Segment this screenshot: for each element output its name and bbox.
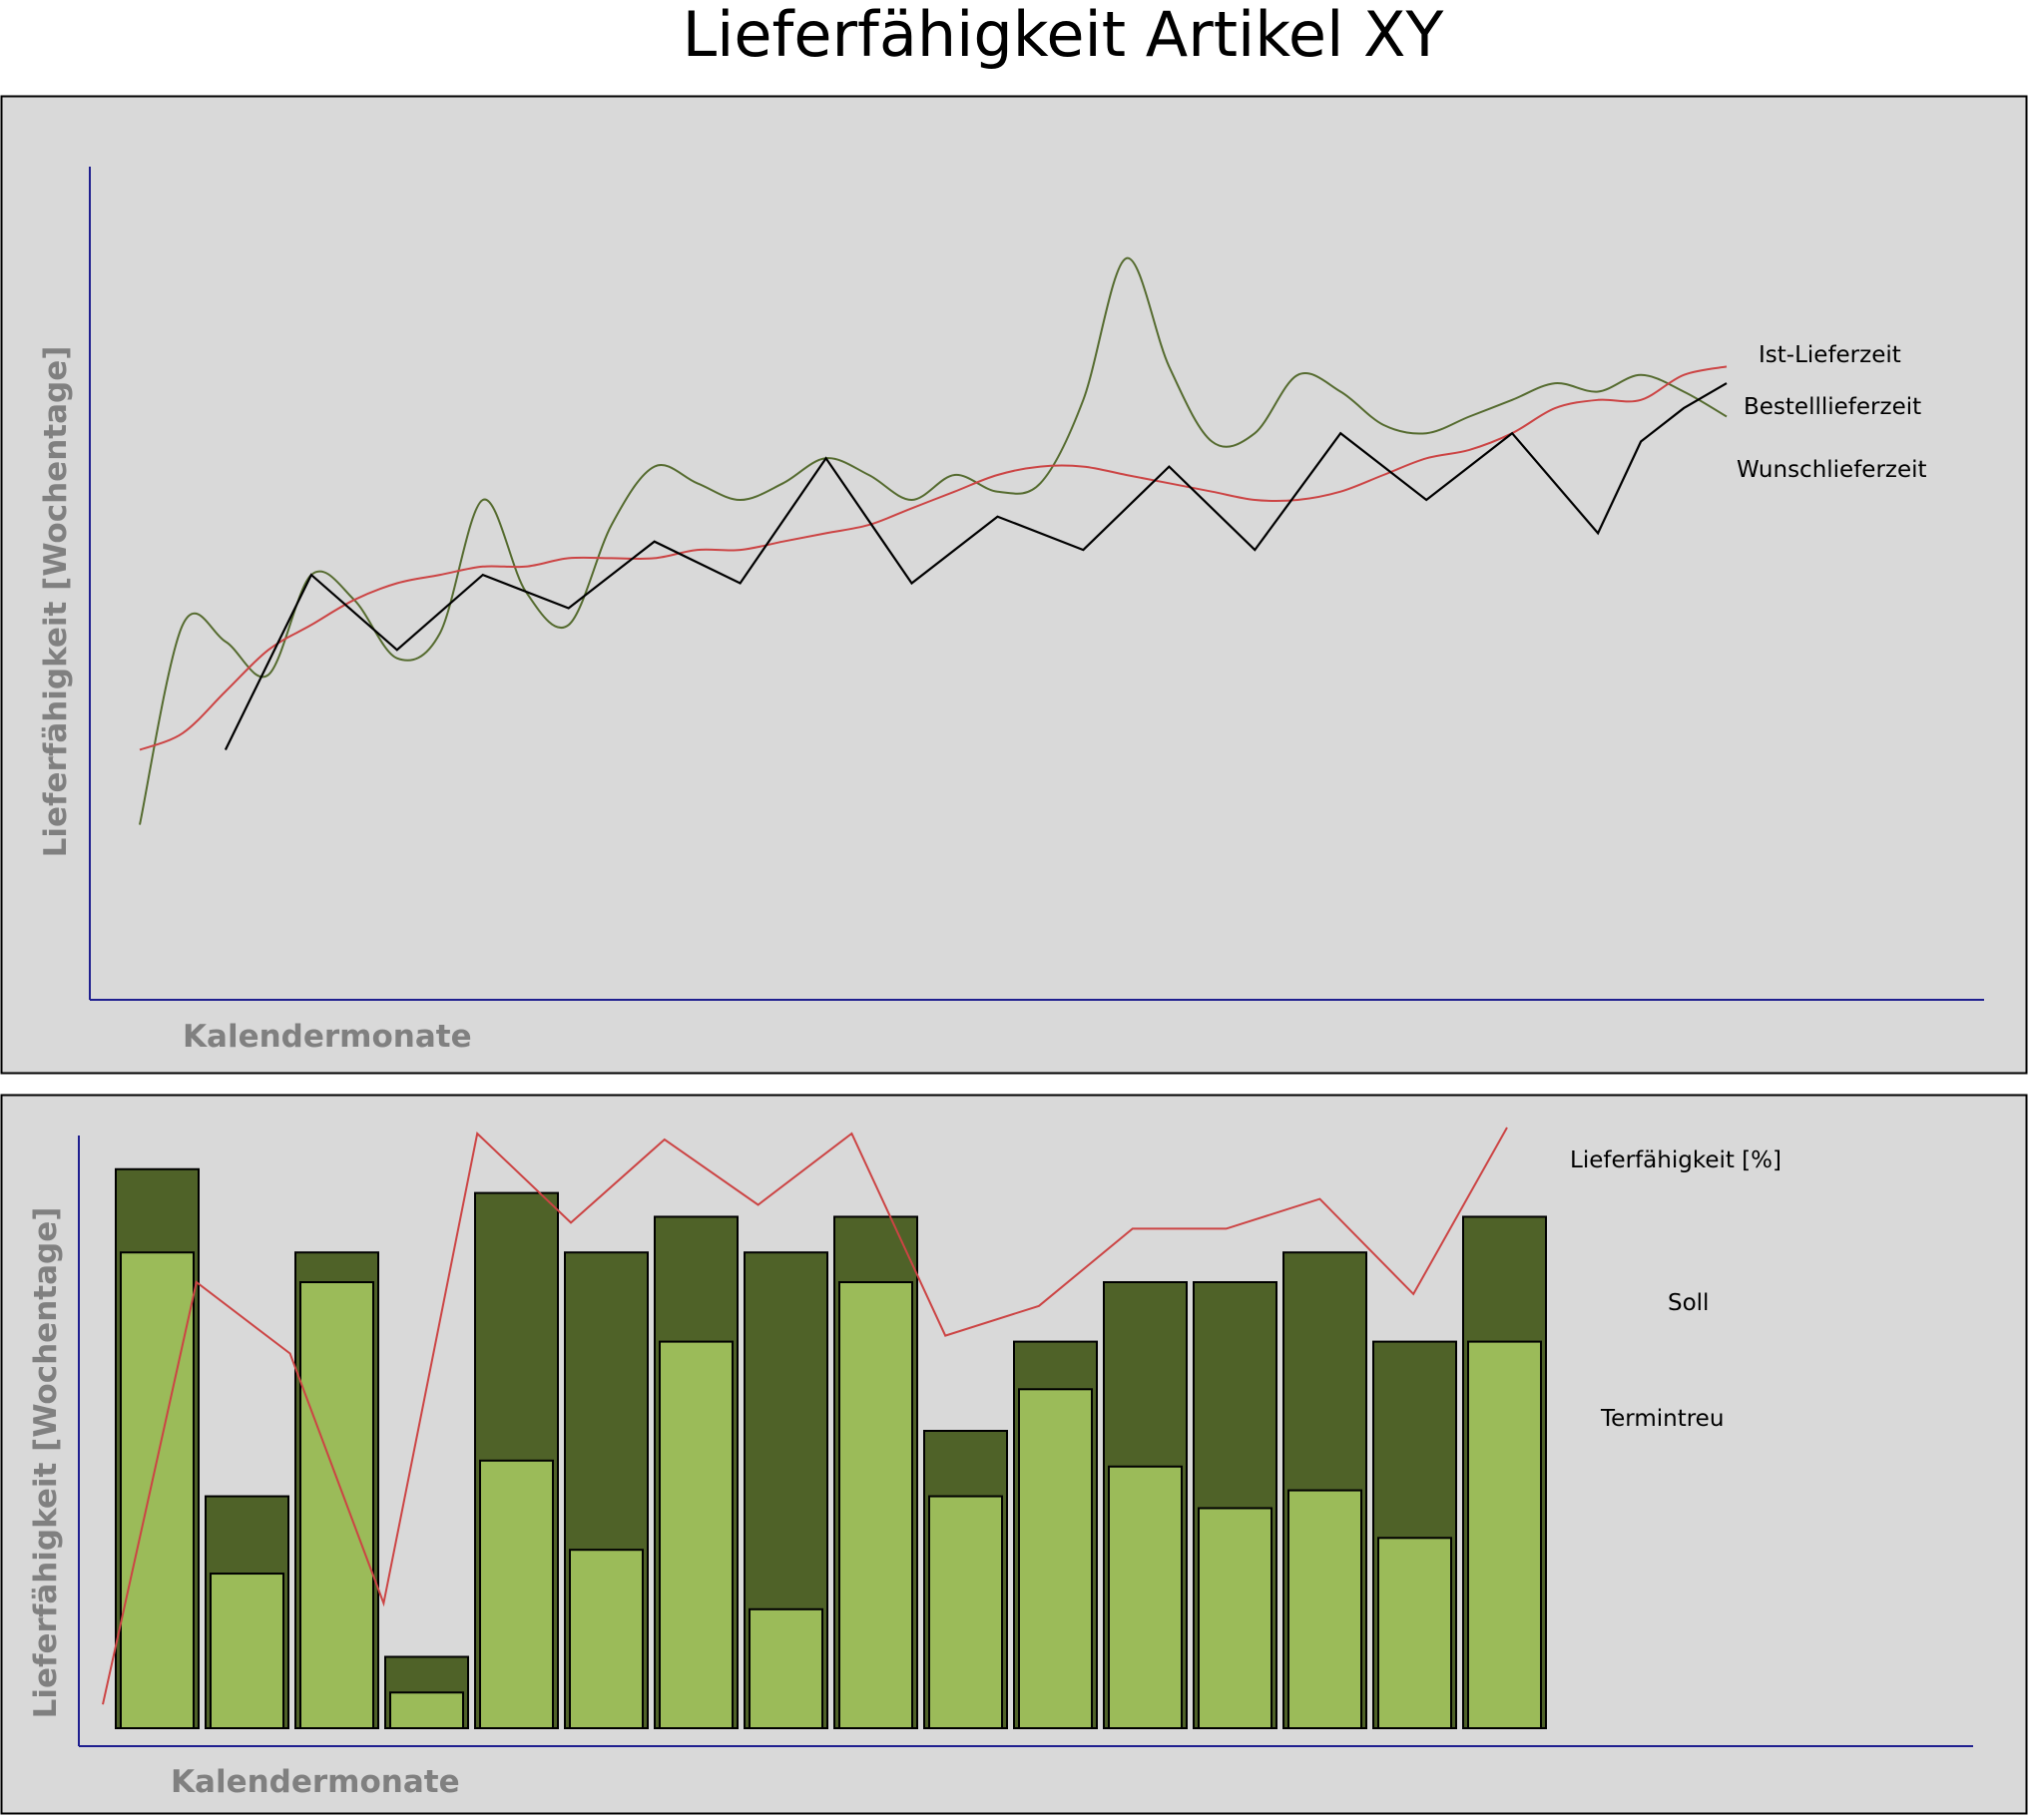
bar-chart-x-axis-title: Kalendermonate	[171, 1764, 460, 1800]
bar-termintreu	[1287, 1489, 1362, 1729]
bar-termintreu	[210, 1573, 284, 1730]
legend-label-bestelllieferzeit: Bestelllieferzeit	[1744, 394, 1921, 420]
legend-label-wunschlieferzeit: Wunschlieferzeit	[1737, 457, 1927, 483]
bar-termintreu	[479, 1459, 554, 1729]
legend-label-lieferfaehigkeit: Lieferfähigkeit [%]	[1570, 1147, 1781, 1173]
bar-termintreu	[120, 1251, 195, 1729]
line-chart-x-axis-title: Kalendermonate	[183, 1019, 472, 1055]
bar-termintreu	[928, 1495, 1003, 1729]
bar-chart-y-axis-title: Lieferfähigkeit [Wochentage]	[28, 1207, 64, 1719]
series-line-lieferfaehigkeit	[102, 1127, 1508, 1705]
line-chart-y-axis-title: Lieferfähigkeit [Wochentage]	[38, 346, 74, 858]
series-line-ist-lieferzeit	[139, 365, 1728, 751]
series-line-wunschlieferzeit	[139, 256, 1728, 825]
bar-chart-line-group	[102, 1127, 1508, 1705]
bar-termintreu	[569, 1549, 644, 1730]
bar-termintreu	[389, 1691, 464, 1729]
bar-chart-panel: Kalendermonate Lieferfähigkeit [Wochenta…	[0, 1094, 2028, 1815]
bar-termintreu	[1198, 1507, 1272, 1730]
series-line-bestelllieferzeit	[224, 382, 1728, 750]
legend-label-termintreu: Termintreu	[1600, 1406, 1724, 1432]
bar-termintreu	[659, 1340, 734, 1729]
legend-label-ist-lieferzeit: Ist-Lieferzeit	[1759, 342, 1901, 368]
bar-termintreu	[1108, 1465, 1183, 1729]
line-chart-panel: Kalendermonate Lieferfähigkeit [Wochenta…	[0, 95, 2028, 1075]
bar-chart-bars-group	[115, 1167, 1547, 1730]
chart-title: Lieferfähigkeit Artikel XY	[682, 0, 1444, 71]
bar-termintreu	[838, 1281, 913, 1729]
bar-termintreu	[299, 1281, 374, 1729]
bar-termintreu	[1018, 1388, 1093, 1729]
line-chart-series-group	[139, 256, 1728, 825]
bar-termintreu	[749, 1607, 823, 1729]
bar-termintreu	[1467, 1340, 1542, 1729]
bar-termintreu	[1377, 1537, 1452, 1729]
legend-label-soll: Soll	[1668, 1290, 1709, 1316]
